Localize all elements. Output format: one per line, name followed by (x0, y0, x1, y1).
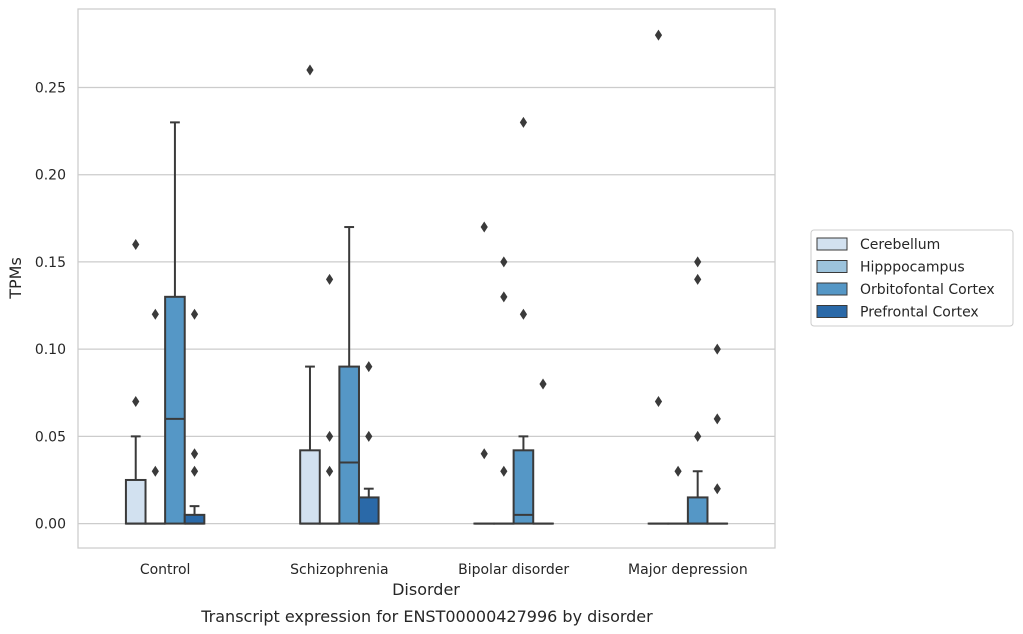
x-axis-label: Disorder (392, 580, 460, 599)
box (512, 449, 535, 525)
y-tick-labels: 0.00 0.05 0.10 0.15 0.20 0.25 (35, 80, 66, 532)
y-tick-label: 0.20 (35, 168, 66, 184)
box-group (706, 343, 729, 525)
y-axis-label: TPMs (6, 257, 25, 300)
outlier-point (480, 221, 488, 233)
y-tick-label: 0.15 (35, 255, 66, 271)
x-tick-label: Schizophrenia (290, 562, 388, 578)
outlier-point (713, 483, 721, 495)
box (124, 478, 147, 525)
outlier-point (190, 448, 199, 460)
outlier-point (694, 273, 702, 285)
legend-swatch (816, 237, 848, 251)
box-group (532, 378, 554, 525)
y-tick-label: 0.10 (35, 342, 66, 358)
box-group (164, 121, 186, 525)
outlier-point (654, 395, 663, 407)
legend-swatch (816, 282, 848, 296)
x-tick-label: Bipolar disorder (458, 562, 569, 578)
y-tick-label: 0.25 (35, 80, 66, 96)
box (299, 449, 321, 525)
plot-frame (77, 8, 776, 549)
outlier-point (132, 238, 140, 250)
outlier-point (539, 378, 547, 390)
outlier-point (654, 29, 663, 41)
y-tick-label: 0.05 (35, 429, 66, 445)
box (357, 496, 380, 525)
box-group (512, 116, 535, 525)
box (338, 365, 360, 525)
legend-label: Prefrontal Cortex (860, 305, 979, 321)
box-group (299, 64, 321, 525)
box-group (183, 308, 206, 525)
legend-label: Orbitofontal Cortex (860, 282, 995, 298)
x-tick-label: Major depression (628, 562, 748, 578)
outlier-point (500, 291, 508, 303)
outlier-point (674, 465, 682, 477)
outlier-point (694, 430, 702, 442)
outlier-point (519, 116, 528, 128)
outlier-point (190, 308, 199, 320)
legend-swatch (816, 260, 848, 273)
box (164, 295, 186, 525)
outlier-point (151, 465, 159, 477)
outlier-point (713, 343, 721, 355)
y-tick-label: 0.00 (35, 517, 66, 533)
box-group (357, 361, 380, 525)
outlier-point (694, 256, 702, 268)
outlier-point (480, 448, 488, 460)
outlier-point (151, 308, 159, 320)
box (183, 513, 206, 525)
legend-label: Cerebellum (860, 237, 940, 253)
outlier-point (519, 308, 528, 320)
chart-title: Transcript expression for ENST0000042799… (200, 607, 653, 626)
legend-label: Hipppocampus (860, 260, 965, 276)
outlier-point (713, 413, 721, 425)
outlier-point (306, 64, 314, 76)
box-group (338, 226, 360, 525)
outlier-point (500, 465, 508, 477)
x-tick-label: Control (140, 562, 191, 578)
outlier-point (325, 273, 334, 285)
box-group (686, 256, 709, 525)
box-group (124, 238, 147, 525)
legend-swatch (816, 305, 848, 318)
x-tick-labels: Control Schizophrenia Bipolar disorder Majo… (140, 562, 748, 578)
legend-frame (810, 229, 1014, 327)
outlier-point (132, 395, 140, 407)
box (686, 496, 709, 525)
outlier-point (190, 465, 199, 477)
box-plots (124, 29, 729, 525)
legend: Cerebellum Hipppocampus Orbitofontal Corte… (810, 229, 1014, 327)
outlier-point (365, 430, 373, 442)
outlier-point (325, 430, 334, 442)
outlier-point (325, 465, 334, 477)
outlier-point (365, 361, 373, 373)
outlier-point (500, 256, 508, 268)
